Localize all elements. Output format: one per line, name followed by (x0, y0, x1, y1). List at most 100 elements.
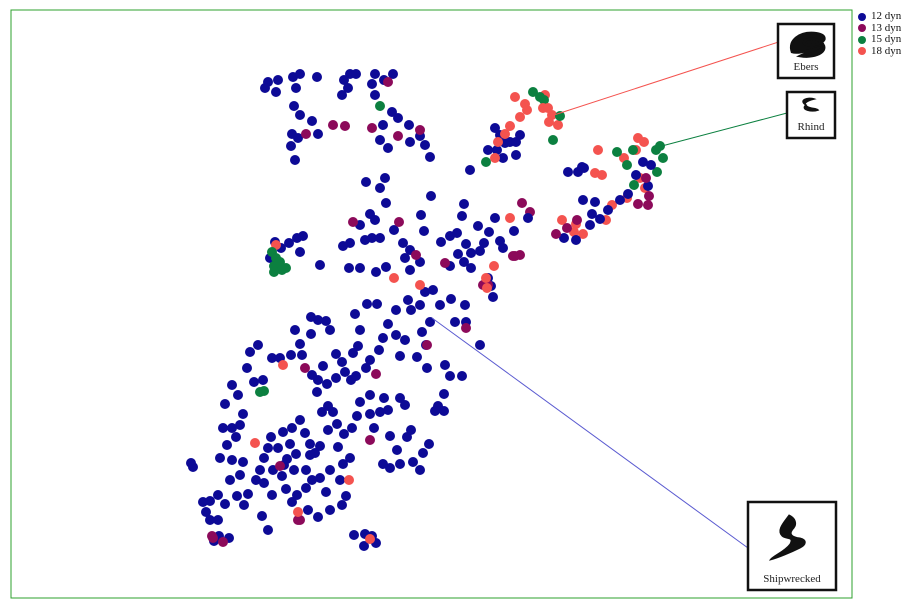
scatter-point (231, 432, 241, 442)
scatter-point (623, 189, 633, 199)
scatter-point (305, 450, 315, 460)
scatter-point (577, 162, 587, 172)
scatter-point (374, 345, 384, 355)
scatter-point (490, 213, 500, 223)
scatter-point (522, 105, 532, 115)
scatter-point (479, 238, 489, 248)
scatter-point (544, 117, 554, 127)
scatter-point (559, 233, 569, 243)
scatter-point (235, 420, 245, 430)
scatter-point (563, 167, 573, 177)
scatter-point (490, 123, 500, 133)
scatter-point (484, 227, 494, 237)
scatter-point (383, 77, 393, 87)
scatter-point (337, 500, 347, 510)
scatter-point (370, 90, 380, 100)
legend-item-13-dyn[interactable]: 13 dyn (858, 22, 901, 35)
scatter-point (295, 415, 305, 425)
scatter-point (351, 371, 361, 381)
scatter-point (331, 349, 341, 359)
scatter-point (400, 253, 410, 263)
scatter-point (440, 360, 450, 370)
scatter-point (343, 83, 353, 93)
scatter-point (420, 140, 430, 150)
scatter-point (255, 387, 265, 397)
scatter-point (644, 191, 654, 201)
scatter-point (393, 131, 403, 141)
scatter-point (378, 120, 388, 130)
scatter-point (339, 75, 349, 85)
scatter-point (367, 123, 377, 133)
scatter-point (612, 147, 622, 157)
scatter-point (383, 143, 393, 153)
callout-leader-line (657, 112, 788, 148)
scatter-point (629, 180, 639, 190)
scatter-point (365, 534, 375, 544)
scatter-point (348, 348, 358, 358)
legend-item-18-dyn[interactable]: 18 dyn (858, 45, 901, 58)
legend-item-15-dyn[interactable]: 15 dyn (858, 33, 902, 46)
scatter-point (539, 95, 549, 105)
scatter-point (284, 238, 294, 248)
scatter-point (482, 283, 492, 293)
scatter-point (351, 69, 361, 79)
scatter-point (205, 515, 215, 525)
callout-ebers[interactable]: Ebers (776, 22, 836, 80)
scatter-point (340, 367, 350, 377)
scatter-point (420, 287, 430, 297)
scatter-point (615, 195, 625, 205)
scatter-point (359, 541, 369, 551)
scatter-point (306, 329, 316, 339)
scatter-point (325, 505, 335, 515)
scatter-point (291, 449, 301, 459)
scatter-point (440, 258, 450, 268)
scatter-point (483, 145, 493, 155)
scatter-point (628, 145, 638, 155)
legend-item-12-dyn[interactable]: 12 dyn (858, 10, 901, 23)
scatter-point (233, 390, 243, 400)
scatter-point (263, 443, 273, 453)
scatter-point (385, 431, 395, 441)
scatter-point (389, 225, 399, 235)
scatter-point (337, 357, 347, 367)
scatter-point (488, 292, 498, 302)
scatter-point (227, 455, 237, 465)
scatter-point (453, 249, 463, 259)
legend-label: 15 dyn (871, 33, 902, 45)
scatter-point (450, 317, 460, 327)
callout-rhind[interactable]: Rhind (785, 90, 837, 140)
scatter-point (325, 465, 335, 475)
scatter-point (338, 241, 348, 251)
scatter-point (321, 487, 331, 497)
scatter-point (371, 267, 381, 277)
scatter-point (369, 423, 379, 433)
scatter-point (290, 155, 300, 165)
scatter-point (201, 507, 211, 517)
scatter-point (220, 499, 230, 509)
scatter-point (287, 423, 297, 433)
scatter-point (218, 423, 228, 433)
scatter-point (378, 459, 388, 469)
scatter-point (271, 87, 281, 97)
scatter-point (395, 459, 405, 469)
scatter-point (404, 120, 414, 130)
scatter-point (352, 411, 362, 421)
scatter-point (412, 352, 422, 362)
scatter-point (362, 299, 372, 309)
callout-shipwrecked[interactable]: Shipwrecked (746, 500, 838, 592)
scatter-point (260, 83, 270, 93)
scatter-point (323, 425, 333, 435)
scatter-point (631, 170, 641, 180)
scatter-point (292, 490, 302, 500)
scatter-point (517, 198, 527, 208)
scatter-point (331, 373, 341, 383)
scatter-point (341, 491, 351, 501)
scatter-point (523, 213, 533, 223)
scatter-point (405, 137, 415, 147)
scatter-point (572, 215, 582, 225)
scatter-point (603, 205, 613, 215)
scatter-point (400, 335, 410, 345)
callout-label: Shipwrecked (763, 573, 821, 585)
scatter-point (350, 309, 360, 319)
scatter-point (220, 399, 230, 409)
